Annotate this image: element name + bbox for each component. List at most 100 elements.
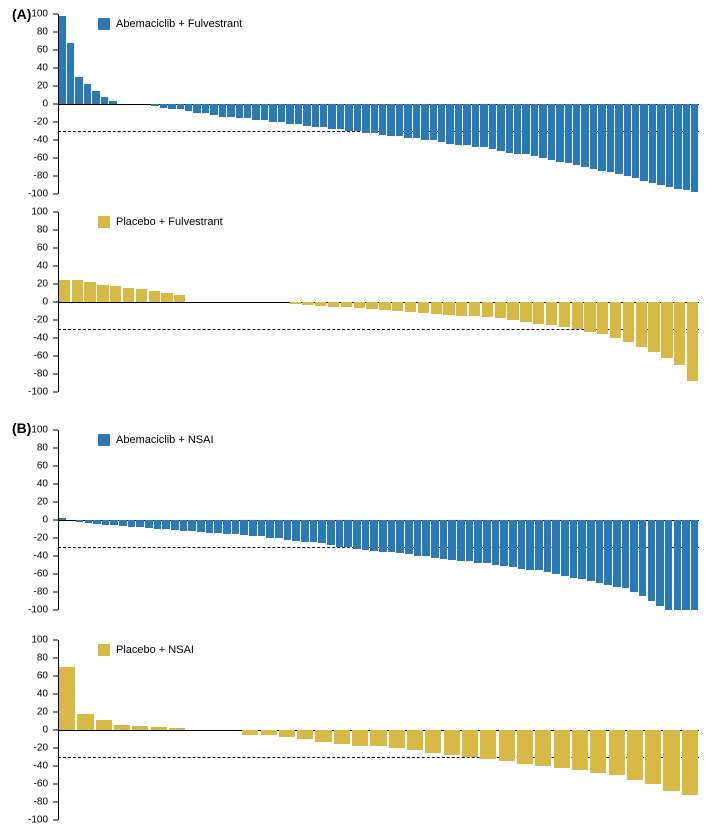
bar [554, 730, 570, 768]
bar [584, 302, 595, 332]
bar [59, 667, 75, 730]
bar [77, 714, 93, 730]
ytick-mark [53, 158, 58, 159]
bar [202, 104, 209, 113]
bar [607, 104, 614, 172]
plot-area [58, 430, 699, 610]
bar [648, 302, 659, 352]
ytick-mark [53, 320, 58, 321]
chart-B1: -100-80-60-40-20020406080100Change in tu… [0, 430, 709, 610]
bar [422, 520, 430, 556]
bar [145, 520, 153, 528]
bar [666, 104, 673, 187]
bar [334, 730, 350, 744]
bar [370, 730, 386, 746]
bar [421, 104, 428, 140]
ytick-label: -20 [0, 315, 48, 326]
ytick-mark [53, 212, 58, 213]
bar [160, 104, 167, 108]
bar [663, 730, 679, 791]
bar [514, 104, 521, 154]
bar [509, 520, 517, 567]
bar [597, 302, 608, 334]
bar [431, 302, 442, 314]
chart-B2: -100-80-60-40-20020406080100Change in tu… [0, 640, 709, 820]
bar [405, 302, 416, 312]
bar [691, 520, 699, 610]
bar [337, 104, 344, 129]
bars [58, 430, 699, 610]
ytick-mark [53, 676, 58, 677]
ytick-mark [53, 32, 58, 33]
legend-swatch [98, 644, 110, 656]
bar [492, 520, 500, 565]
bar [636, 302, 647, 347]
ytick-mark [53, 194, 58, 195]
ytick-label: -40 [0, 333, 48, 344]
bar [578, 520, 586, 579]
bar [457, 520, 465, 561]
ytick-mark [53, 766, 58, 767]
bar [315, 302, 326, 306]
ytick-label: 80 [0, 27, 48, 38]
ytick-label: 100 [0, 207, 48, 218]
bar [303, 104, 310, 126]
bar [561, 520, 569, 576]
ytick-label: 100 [0, 425, 48, 436]
bar [548, 104, 555, 160]
bar [110, 286, 121, 302]
legend: Placebo + Fulvestrant [98, 216, 223, 228]
ytick-label: -80 [0, 797, 48, 808]
bar [84, 282, 95, 302]
ytick-label: 0 [0, 99, 48, 110]
bar [565, 104, 572, 163]
bar [483, 520, 491, 563]
bar [430, 104, 437, 140]
ytick-label: -100 [0, 815, 48, 826]
ytick-label: 0 [0, 725, 48, 736]
bar [482, 302, 493, 317]
bar [132, 726, 148, 730]
bar [609, 730, 625, 775]
bar [151, 104, 158, 106]
bar [665, 520, 673, 610]
bar [67, 43, 74, 104]
bar [572, 730, 588, 770]
bar [310, 520, 318, 542]
bar [431, 520, 439, 558]
bar [197, 520, 205, 532]
ytick-mark [53, 784, 58, 785]
bar [244, 104, 251, 118]
ytick-label: 60 [0, 243, 48, 254]
bar [266, 520, 274, 538]
ytick-mark [53, 802, 58, 803]
ytick-mark [53, 176, 58, 177]
ytick-mark [53, 730, 58, 731]
bar [682, 520, 690, 610]
bar [301, 520, 309, 542]
ytick-label: 20 [0, 81, 48, 92]
bar [168, 104, 175, 109]
bar [302, 302, 313, 305]
bar [520, 302, 531, 322]
ytick-mark [53, 448, 58, 449]
bar [546, 302, 557, 325]
bar [466, 520, 474, 561]
bar [275, 520, 283, 538]
bar [177, 104, 184, 109]
ytick-label: 20 [0, 279, 48, 290]
bar [405, 520, 413, 554]
ytick-mark [53, 266, 58, 267]
bar [72, 280, 83, 302]
bar [123, 288, 134, 302]
bar [500, 520, 508, 566]
bar [185, 104, 192, 111]
legend: Placebo + NSAI [98, 644, 194, 656]
bar [517, 730, 533, 764]
bars [58, 14, 699, 194]
ytick-mark [53, 466, 58, 467]
bar [425, 730, 441, 753]
bar [151, 727, 167, 730]
ytick-label: 40 [0, 63, 48, 74]
ytick-mark [53, 230, 58, 231]
